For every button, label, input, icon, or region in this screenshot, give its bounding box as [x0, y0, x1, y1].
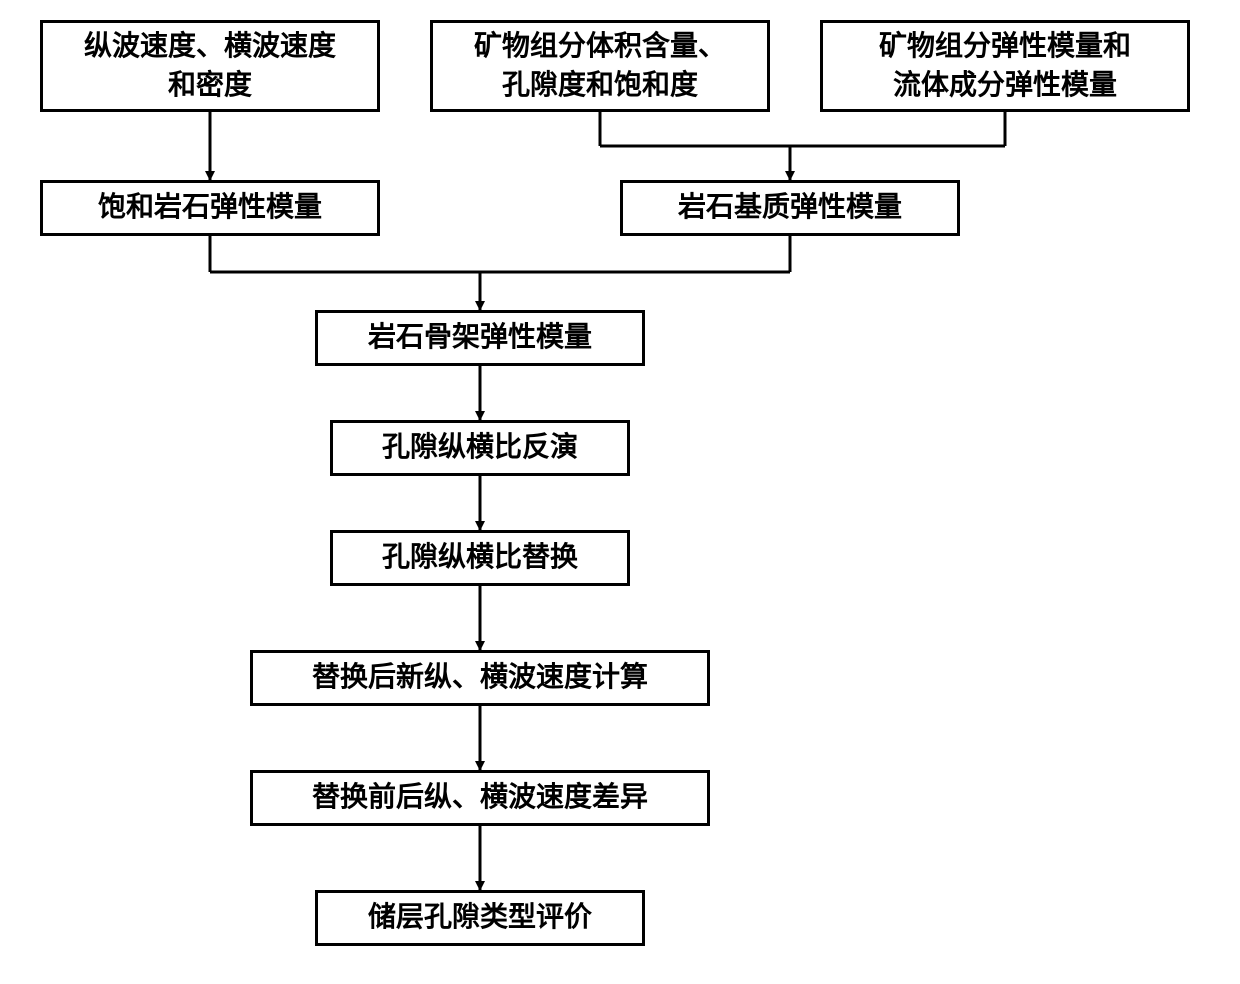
node-row6: 替换后新纵、横波速度计算 — [250, 650, 710, 706]
node-row2-left: 饱和岩石弹性模量 — [40, 180, 380, 236]
node-row5: 孔隙纵横比替换 — [330, 530, 630, 586]
node-top-left: 纵波速度、横波速度和密度 — [40, 20, 380, 112]
node-row2-right: 岩石基质弹性模量 — [620, 180, 960, 236]
node-row8: 储层孔隙类型评价 — [315, 890, 645, 946]
node-row4: 孔隙纵横比反演 — [330, 420, 630, 476]
flowchart-arrows — [0, 0, 1240, 984]
node-top-mid: 矿物组分体积含量、孔隙度和饱和度 — [430, 20, 770, 112]
node-row7: 替换前后纵、横波速度差异 — [250, 770, 710, 826]
node-top-right: 矿物组分弹性模量和流体成分弹性模量 — [820, 20, 1190, 112]
node-row3: 岩石骨架弹性模量 — [315, 310, 645, 366]
